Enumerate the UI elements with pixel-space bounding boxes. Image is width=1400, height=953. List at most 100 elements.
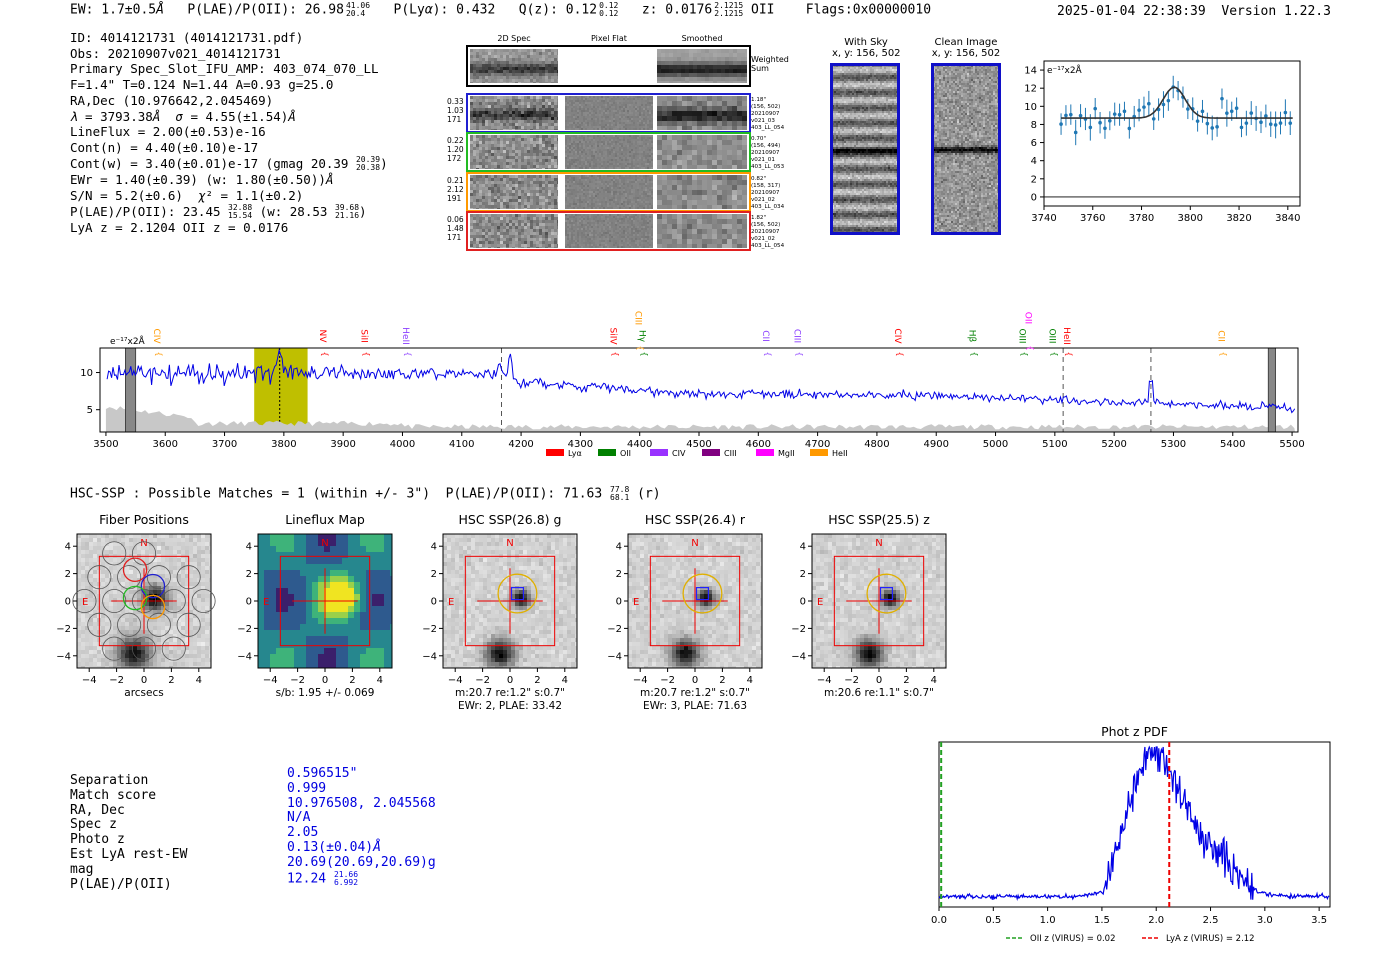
zoom-ytick-label: 14 (1024, 66, 1037, 77)
line-label: Hγ (637, 330, 647, 343)
cutout-row-meta: v021_02 (751, 236, 775, 242)
zoom-data-point (1264, 114, 1268, 118)
sky-pixels (832, 65, 898, 233)
hsc-ytick-label: −2 (237, 624, 252, 635)
compass-north: N (691, 538, 698, 549)
full-xtick-label: 5400 (1220, 439, 1245, 450)
zoom-data-point (1225, 111, 1229, 115)
cutout-row-stat: 2.12 (447, 185, 464, 194)
hsc-xtick-label: 0 (507, 675, 513, 686)
zoom-spectrum-chart: 3740 3760 3780 3800 3820 3840 0 2 4 6 8 10 12 14 e⁻¹⁷x… (1024, 60, 1301, 224)
hsc-xtick-label: 2 (719, 675, 725, 686)
full-xtick-label: 5500 (1279, 439, 1304, 450)
zoom-data-point (1259, 120, 1263, 125)
cutout-row-meta: 0.70" (751, 136, 766, 142)
fiber-circle (146, 565, 171, 590)
photz-title: Phot z PDF (1101, 724, 1168, 739)
fiber-highlight (140, 573, 166, 599)
hsc-aperture (497, 573, 538, 614)
zoom-data-point (1137, 108, 1141, 112)
full-xtick-label: 3600 (153, 439, 178, 450)
cutout-row-frame (466, 211, 751, 251)
compass-north: N (875, 538, 882, 549)
legend-swatch (702, 449, 720, 456)
hsc-xtick-label: 4 (377, 675, 383, 686)
hsc-panel-xlabel: arcsecs (124, 687, 163, 699)
hsc-xtick-label: −4 (633, 675, 648, 686)
hsc-panel-xlabel: m:20.6 re:1.1" s:0.7" (824, 687, 934, 699)
clean-image-title: Clean Image x, y: 156, 502 (931, 37, 1001, 59)
line-label: SiIV (608, 327, 618, 345)
line-label-brace: { (636, 345, 645, 350)
line-label-brace: { (362, 351, 371, 356)
fiber-circle (131, 541, 157, 566)
hsc-xtick-label: 2 (903, 675, 909, 686)
cutout-col-header: 2D Spec (497, 34, 530, 43)
full-xtick-label: 5300 (1161, 439, 1186, 450)
info-lambda: λ = 3793.38Å σ = 4.55(±1.54)Å (70, 108, 296, 124)
hsc-ytick-label: −4 (422, 651, 437, 662)
photz-axes (938, 741, 1331, 908)
zoom-data-point (1127, 126, 1132, 131)
hsc-ytick-label: 2 (431, 569, 437, 580)
line-label: CII (760, 330, 770, 342)
row-smoothed (657, 96, 747, 130)
full-xtick-label: 4600 (746, 439, 771, 450)
hsc-xtick-label: −2 (109, 675, 124, 686)
photz-pdf-chart: Phot z PDF 0.0 0.5 1.0 1.5 2.0 2.5 3.0 3.5 OII z … (931, 724, 1331, 944)
full-xtick-label: 3500 (93, 439, 118, 450)
info-radec: RA,Dec (10.976642,2.045469) (70, 92, 274, 108)
cutout-row-meta: 403_LL_034 (751, 204, 785, 210)
emission-highlight (254, 348, 308, 432)
full-xtick-label: 4200 (508, 439, 533, 450)
zoom-data-point (1273, 123, 1278, 127)
zoom-data-point (1088, 125, 1093, 130)
hsc-ytick-label: 2 (800, 569, 806, 580)
full-xtick-label: 4800 (864, 439, 889, 450)
hsc-ytick-label: 2 (616, 569, 622, 580)
hsc-ytick-label: 4 (431, 542, 437, 553)
row-smoothed (657, 214, 747, 248)
match-separation: 0.596515" (287, 766, 358, 781)
hsc-ytick-label: −2 (607, 624, 622, 635)
cutout-row-meta: (156, 502) (751, 104, 780, 110)
zoom-data-point (1186, 107, 1190, 111)
hsc-ytick-label: 2 (65, 569, 71, 580)
info-sn: S/N = 5.2(±0.6) χ² = 1.1(±0.2) (70, 187, 304, 203)
line-label: HeII (1061, 327, 1071, 345)
zoom-data-point (1142, 105, 1146, 109)
legend-label: OII (620, 449, 631, 458)
cutout-row-stat: 0.21 (447, 176, 464, 185)
row-2d-spec (470, 135, 558, 169)
match-label: RA, Dec (70, 802, 125, 818)
row-2d-spec (470, 175, 558, 209)
full-xtick-label: 3800 (271, 439, 296, 450)
full-ytick-label: 10 (80, 368, 93, 379)
zoom-data-point (1195, 119, 1200, 123)
hsc-panel-xlabel: s/b: 1.95 +/- 0.069 (276, 687, 375, 699)
hsc-xtick-label: −2 (475, 675, 490, 686)
line-label-brace: { (403, 351, 412, 356)
info-primary: Primary Spec_Slot_IFU_AMP: 403_074_070_L… (70, 61, 379, 77)
line-label-brace: { (763, 351, 772, 356)
masked-region (125, 347, 137, 433)
zoom-data-point (1069, 112, 1073, 117)
full-ytick-label: 5 (87, 405, 93, 416)
hsc-xtick-label: 0 (141, 675, 147, 686)
sky-frame (830, 63, 900, 235)
hsc-search-box (98, 555, 190, 647)
cutout-row-stat: 0.22 (447, 136, 464, 145)
zoom-data-point (1278, 121, 1283, 125)
hsc-ytick-label: −4 (791, 651, 806, 662)
match-label: Spec z (70, 817, 117, 833)
fiber-circle (176, 612, 201, 637)
legend-swatch (756, 449, 774, 456)
zoom-data-point (1234, 106, 1239, 111)
fiber-highlight (140, 594, 166, 620)
fiber-circle (117, 612, 142, 637)
info-plae: P(LAE)/P(OII): 23.45 32.88 15.54 (w: 28.5… (70, 203, 367, 221)
hsc-xtick-label: 4 (747, 675, 753, 686)
fiber-circle (176, 565, 201, 590)
zoom-axes (1043, 60, 1301, 207)
legend-swatch (546, 449, 564, 456)
